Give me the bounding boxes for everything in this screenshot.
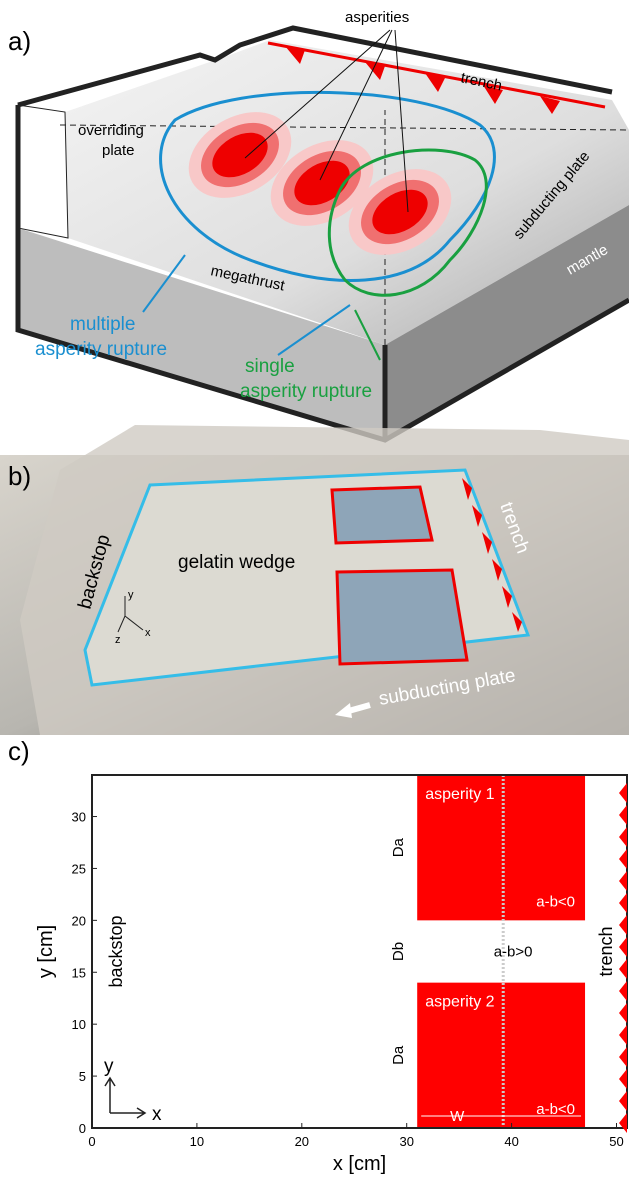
y-tick-label: 15 (72, 965, 86, 980)
region-name: asperity 2 (425, 994, 494, 1011)
trench-tooth (619, 827, 627, 847)
annotation: asperity rupture (240, 381, 372, 402)
trench-tooth (619, 1047, 627, 1067)
trench-tooth (619, 1003, 627, 1023)
trench-tooth (619, 981, 627, 1001)
asperity-1 (332, 487, 432, 543)
panel-label: c) (8, 736, 30, 766)
trench-tooth (619, 805, 627, 825)
da-label: Da (390, 837, 407, 857)
axis-label: z (115, 634, 121, 646)
region-note: a-b<0 (536, 1101, 575, 1118)
trench-tooth (619, 1069, 627, 1089)
trench-tooth (619, 1113, 627, 1133)
panel-label: a) (8, 26, 31, 56)
y-axis-title: y [cm] (35, 925, 57, 978)
panel-c: c) asperity 1 a-b<0 Da asperity 2 a-b<0 Da 0 10… (8, 736, 627, 1175)
y-tick-label: 5 (79, 1069, 86, 1084)
x-tick-label: 10 (190, 1134, 204, 1149)
trench-tooth (619, 915, 627, 935)
da-label: Da (390, 1045, 407, 1065)
panel-label: b) (8, 461, 31, 491)
trench-tooth (619, 849, 627, 869)
w-label: W (450, 1108, 465, 1125)
x-tick-label: 30 (399, 1134, 413, 1149)
y-tick-label: 0 (79, 1121, 86, 1136)
panel-a: a) asperities trench overriding plate su… (8, 9, 629, 440)
trench-tooth (619, 937, 627, 957)
trench-label: trench (596, 926, 616, 976)
axis-letter: y (104, 1056, 114, 1077)
axis-arrows (105, 1078, 145, 1118)
annotation: plate (102, 142, 135, 159)
x-tick-label: 20 (295, 1134, 309, 1149)
db-label: Db (390, 942, 407, 961)
annotation: single (245, 356, 295, 377)
trench-tooth (619, 959, 627, 979)
annotation: asperities (345, 9, 409, 26)
y-tick-label: 10 (72, 1017, 86, 1032)
trench-tooth (619, 1025, 627, 1045)
region-name: asperity 1 (425, 786, 494, 803)
axis-label: x (145, 627, 151, 639)
trench-tooth (619, 871, 627, 891)
axis-label: y (128, 589, 134, 601)
trench-tooth (619, 783, 627, 803)
y-tick-label: 30 (72, 810, 86, 825)
annotation: overriding (78, 122, 144, 139)
y-tick-label: 25 (72, 861, 86, 876)
asperity-2 (337, 570, 467, 664)
axis-letter: x (152, 1104, 162, 1125)
x-tick-label: 0 (88, 1134, 95, 1149)
trench-tooth (619, 1091, 627, 1111)
y-tick-label: 20 (72, 913, 86, 928)
panel-b: b) backstop gelatin wedge trench subduct… (0, 425, 629, 735)
figure: a) asperities trench overriding plate su… (0, 0, 629, 1180)
x-tick-label: 50 (609, 1134, 623, 1149)
annotation: multiple (70, 314, 135, 335)
region-note: a-b<0 (536, 893, 575, 910)
x-tick-label: 40 (504, 1134, 518, 1149)
annotation: asperity rupture (35, 339, 167, 360)
annotation: gelatin wedge (178, 552, 295, 573)
gap-note: a-b>0 (494, 944, 533, 961)
trench-tooth (619, 893, 627, 913)
x-axis-title: x [cm] (333, 1153, 386, 1175)
backstop-label: backstop (106, 915, 126, 987)
